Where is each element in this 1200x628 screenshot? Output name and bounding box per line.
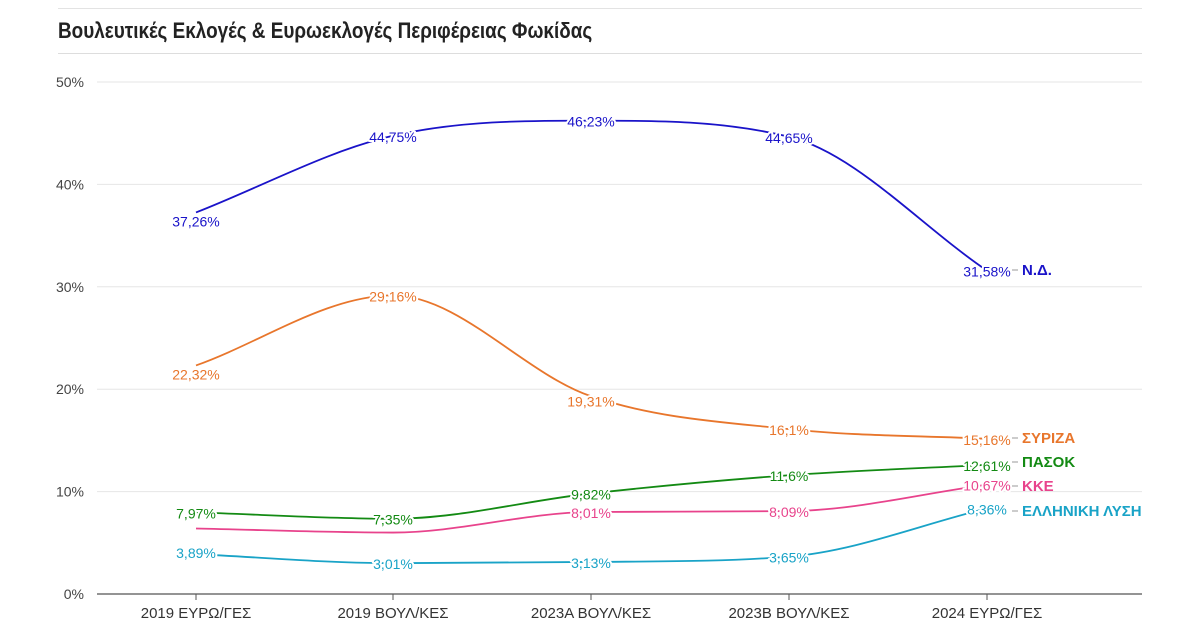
data-label: 44,65% [765, 130, 812, 146]
end-legend: Ν.Δ. ΣΥΡΙΖΑ ΠΑΣΟΚ ΚΚΕ ΕΛΛΗΝΙΚΗ ΛΥΣΗ [1012, 262, 1142, 520]
series-legend-label: Ν.Δ. [1022, 262, 1052, 279]
x-tick-label: 2023Β ΒΟΥΛ/ΚΕΣ [728, 605, 849, 622]
series-line-0 [195, 119, 988, 272]
data-label: 19,31% [567, 393, 614, 409]
top-divider [58, 8, 1142, 9]
data-label: 9,82% [571, 486, 611, 502]
data-label: 8,01% [571, 505, 611, 521]
x-tick-label: 2024 ΕΥΡΩ/ΓΕΣ [932, 605, 1042, 622]
x-tick-label: 2019 ΒΟΥΛ/ΚΕΣ [337, 605, 448, 622]
data-label: 16,1% [769, 422, 809, 438]
data-label: 11,6% [770, 468, 809, 484]
data-labels: 37,26% 44,75% 46,23% 44,65% 31,58% 22,32% 29,1… [170, 112, 1012, 575]
grid-lines [97, 81, 1142, 595]
data-label: 10,67% [963, 478, 1010, 494]
series-lines [195, 119, 988, 565]
chart-title: Βουλευτικές Εκλογές & Ευρωεκλογές Περιφέ… [58, 18, 593, 43]
data-label: 29,16% [369, 288, 416, 304]
x-tick-label: 2019 ΕΥΡΩ/ΓΕΣ [141, 605, 251, 622]
axes: 0% 10% 20% 30% 40% 50% 2019 ΕΥΡΩ/ΓΕΣ 2019 ΒΟΥΛ/… [56, 74, 1042, 622]
series-line-3 [195, 483, 988, 534]
series-line-2 [195, 463, 988, 520]
y-tick-label: 30% [56, 279, 84, 295]
series-legend-label: ΚΚΕ [1022, 478, 1054, 495]
y-tick-label: 20% [56, 381, 84, 397]
series-line-4 [195, 507, 988, 565]
data-label: 12,61% [963, 458, 1010, 474]
data-label: 37,26% [172, 213, 219, 229]
data-label: 7,35% [373, 512, 413, 528]
y-tick-label: 10% [56, 484, 84, 500]
data-label: 8,36% [967, 501, 1007, 517]
data-label: 3,89% [176, 545, 216, 561]
series-legend-label: ΕΛΛΗΝΙΚΗ ΛΥΣΗ [1022, 503, 1142, 520]
series-legend-label: ΣΥΡΙΖΑ [1022, 430, 1075, 447]
y-tick-label: 40% [56, 176, 84, 192]
data-label: 31,58% [963, 264, 1010, 280]
title-divider [58, 53, 1142, 54]
data-label: 46,23% [567, 114, 614, 130]
data-label: 3,01% [373, 556, 413, 572]
y-tick-label: 0% [64, 586, 84, 602]
data-label: 44,75% [369, 129, 416, 145]
data-label: 3,65% [769, 550, 809, 566]
y-tick-label: 50% [56, 74, 84, 90]
series-line-1 [195, 294, 988, 440]
data-label: 22,32% [172, 366, 219, 382]
series-legend-label: ΠΑΣΟΚ [1022, 454, 1075, 471]
data-label: 3,13% [571, 555, 611, 571]
data-label: 7,97% [176, 505, 216, 521]
data-label: 15,16% [963, 432, 1010, 448]
x-tick-label: 2023Α ΒΟΥΛ/ΚΕΣ [531, 605, 651, 622]
data-label: 8,09% [769, 504, 809, 520]
